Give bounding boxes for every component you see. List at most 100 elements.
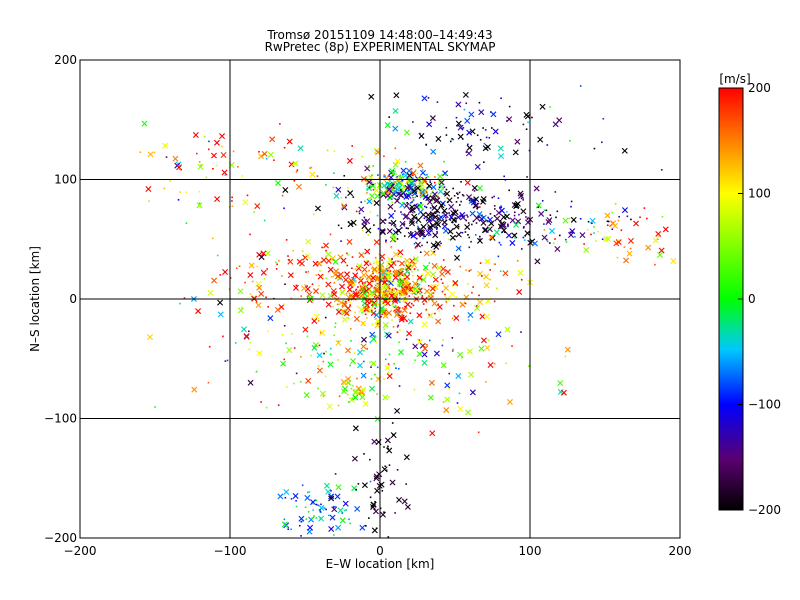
data-point-dot [396,238,399,240]
data-point-cross [420,211,427,218]
data-point-cross [405,264,412,271]
data-point-dot [315,517,318,519]
data-point-cross [398,349,405,356]
data-point-dot [317,284,320,287]
data-point-cross [473,202,480,209]
data-point-cross [427,394,434,401]
data-point-cross [605,236,612,243]
data-point-cross [343,310,350,317]
data-point-dot [285,342,287,345]
data-point-dot [403,223,406,225]
data-point-dot [493,195,495,198]
data-point-dot [412,218,415,220]
data-point-cross [341,300,348,307]
data-point-cross [488,234,495,241]
data-point-cross [335,308,342,315]
data-point-cross [480,198,487,205]
data-point-dot [565,241,568,243]
data-point-dot [414,169,417,171]
data-point-dot [470,240,472,243]
data-point-dot [587,220,590,223]
data-point-dot [391,292,394,295]
data-point-dot [312,502,315,505]
data-point-dot [363,453,365,455]
data-point-dot [374,256,377,259]
data-point-cross [305,238,312,245]
data-point-cross [348,277,355,284]
data-point-dot [401,179,404,182]
data-point-dot [282,303,285,305]
data-point-cross [408,179,415,186]
data-point-cross [429,430,436,437]
data-point-dot [436,194,439,197]
data-point-dot [409,312,412,315]
data-point-cross [384,364,391,371]
data-point-dot [381,259,383,261]
x-tick-label: −100 [214,544,247,558]
data-point-dot [333,534,335,536]
data-point-cross [504,326,511,333]
data-point-dot [371,304,373,307]
data-point-cross [484,313,491,320]
data-point-cross [623,257,630,264]
data-point-dot [410,292,412,295]
data-point-dot [394,512,396,514]
data-point-dot [421,244,423,247]
data-point-dot [361,282,364,285]
data-point-dot [639,216,641,219]
data-point-cross [373,312,380,319]
data-point-dot [462,302,465,305]
data-point-dot [373,224,375,226]
data-point-dot [524,234,527,237]
data-point-dot [384,358,387,361]
data-point-dot [283,518,286,521]
data-point-dot [299,355,302,358]
data-point-dot [369,341,372,344]
data-point-cross [469,210,476,217]
data-point-dot [394,307,397,310]
data-point-dot [554,238,556,240]
data-point-cross [312,260,319,267]
data-point-cross [307,524,314,531]
data-point-dot [434,212,437,215]
data-point-dot [373,262,375,265]
data-point-dot [416,269,419,271]
data-point-cross [395,191,402,198]
data-point-dot [468,236,471,239]
data-point-cross [328,526,335,532]
data-point-cross [471,184,478,191]
data-point-dot [661,215,664,218]
data-point-cross [509,217,516,224]
data-point-dot [503,231,506,234]
data-point-dot [333,172,335,174]
data-point-cross [480,337,487,344]
data-point-dot [452,138,455,141]
data-point-dot [383,155,385,157]
data-point-dot [593,226,595,228]
data-point-cross [254,203,261,210]
data-point-dot [347,299,350,302]
data-point-cross [264,250,271,257]
data-point-cross [351,455,358,462]
data-point-cross [147,334,154,341]
data-point-dot [403,275,406,277]
data-point-cross [255,302,262,309]
data-point-dot [516,259,519,262]
data-point-dot [360,293,362,296]
data-point-dot [348,518,350,521]
data-point-cross [237,288,244,295]
data-point-dot [421,193,424,196]
data-point-dot [300,295,303,297]
data-point-dot [595,240,597,242]
data-point-cross [416,274,423,281]
data-point-dot [355,488,357,491]
data-point-cross [621,147,628,154]
data-point-dot [380,191,383,194]
data-point-cross [211,277,218,284]
data-point-dot [436,231,438,233]
data-point-dot [374,286,377,288]
data-point-dot [458,392,461,395]
data-point-dot [407,281,410,283]
data-point-dot [310,166,313,169]
data-point-cross [469,128,476,135]
